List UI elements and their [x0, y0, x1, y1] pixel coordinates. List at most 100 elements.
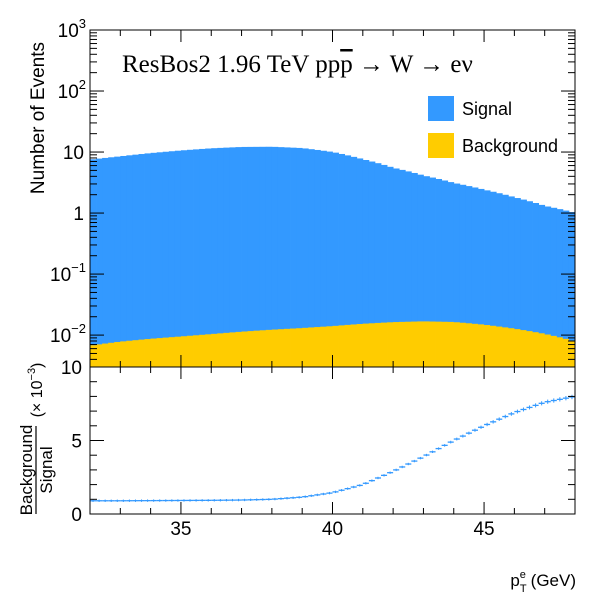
background-bin	[556, 337, 564, 367]
signal-bin	[114, 156, 121, 343]
background-bin	[459, 322, 467, 367]
signal-bin	[102, 157, 109, 344]
signal-bin	[399, 169, 406, 322]
ratio-y-tick-label: 0	[71, 505, 82, 526]
legend-signal-swatch	[428, 96, 454, 121]
signal-bin	[253, 146, 261, 331]
signal-bin	[362, 159, 370, 324]
ratio-label-scale: (× 10−3)	[26, 363, 46, 418]
signal-bin	[199, 148, 206, 335]
signal-bin	[526, 201, 533, 332]
signal-bin	[180, 150, 188, 337]
signal-bin	[453, 183, 461, 323]
background-bin	[405, 321, 412, 367]
background-bin	[447, 321, 455, 367]
signal-bin	[241, 146, 249, 332]
background-bin	[187, 335, 194, 367]
background-bin	[496, 326, 503, 367]
background-bin	[108, 342, 115, 367]
signal-bin	[96, 158, 103, 345]
ratio-panel: 0 5 10 35 40 45 Background Signal (× 10−3) p…	[17, 358, 576, 595]
signal-bin	[247, 146, 255, 332]
background-bin	[241, 331, 249, 367]
signal-bin	[229, 147, 236, 333]
background-bin	[302, 327, 309, 367]
background-bin	[465, 322, 473, 367]
background-bin	[217, 333, 224, 367]
signal-bin	[156, 152, 164, 339]
background-bin	[132, 339, 139, 367]
background-bin	[435, 321, 443, 367]
signal-bin	[562, 210, 570, 339]
signal-bin	[387, 166, 394, 323]
background-bin	[417, 321, 424, 367]
signal-bin	[277, 147, 285, 330]
signal-bin	[162, 151, 170, 338]
background-bin	[478, 324, 485, 367]
annotation-arrow-1: →	[359, 51, 384, 78]
background-bin	[144, 338, 152, 367]
x-tick-labels: 35 40 45	[170, 519, 494, 540]
background-bin	[374, 322, 382, 367]
background-bin	[441, 321, 449, 367]
signal-bin	[320, 150, 327, 327]
signal-bin	[211, 148, 218, 334]
background-bin	[453, 321, 461, 367]
background-bin	[114, 341, 121, 367]
ratio-y-tick-labels: 0 5 10	[61, 358, 82, 526]
background-bin	[265, 329, 273, 367]
background-bin	[174, 336, 182, 367]
background-bin	[532, 331, 540, 367]
background-bin	[502, 327, 509, 367]
signal-bin	[520, 199, 527, 331]
annotation-boson: W	[390, 51, 414, 78]
signal-bin	[447, 182, 455, 322]
x-tick-label: 40	[322, 519, 343, 540]
background-bin	[150, 338, 158, 367]
signal-bin	[356, 158, 364, 325]
background-bin	[393, 321, 400, 367]
signal-bin	[435, 178, 443, 322]
signal-bin	[514, 198, 521, 330]
ratio-label-denominator: Signal	[37, 446, 56, 493]
signal-bin	[374, 163, 382, 323]
background-bin	[102, 343, 109, 367]
signal-bin	[235, 147, 242, 332]
signal-bin	[368, 161, 376, 324]
signal-bin	[417, 174, 424, 322]
signal-bin	[532, 203, 540, 333]
background-bin	[277, 328, 285, 367]
signal-bin	[205, 148, 212, 335]
background-bin	[314, 326, 321, 367]
background-bin	[308, 327, 315, 367]
signal-bin	[423, 176, 430, 322]
signal-bin	[502, 194, 509, 328]
signal-bin	[265, 146, 273, 330]
ratio-label-numerator: Background	[17, 425, 36, 516]
background-bin	[538, 332, 546, 367]
background-bin	[520, 329, 527, 367]
main-y-tick-labels: 10−2 10−1 1 10 102 103	[50, 16, 86, 347]
histogram-bins	[90, 146, 576, 367]
background-bin	[356, 323, 364, 367]
background-bin	[526, 330, 533, 367]
background-bin	[223, 332, 230, 367]
ratio-y-tick-label: 5	[71, 432, 82, 453]
signal-bin	[314, 149, 321, 328]
signal-bin	[484, 190, 491, 326]
main-y-tick-label: 1	[73, 204, 84, 225]
background-bin	[399, 321, 406, 367]
background-bin	[544, 334, 552, 367]
signal-bin	[441, 180, 449, 322]
main-y-tick-label: 103	[58, 16, 86, 42]
signal-bin	[471, 187, 479, 324]
signal-bin	[332, 152, 339, 326]
x-axis-label: pe T (GeV)	[510, 569, 576, 595]
legend-background-label: Background	[462, 136, 558, 156]
signal-bin	[556, 209, 564, 338]
signal-bin	[568, 212, 576, 341]
signal-bin	[259, 146, 267, 331]
annotation-energy: 1.96 TeV	[217, 51, 309, 78]
background-bin	[484, 324, 491, 367]
